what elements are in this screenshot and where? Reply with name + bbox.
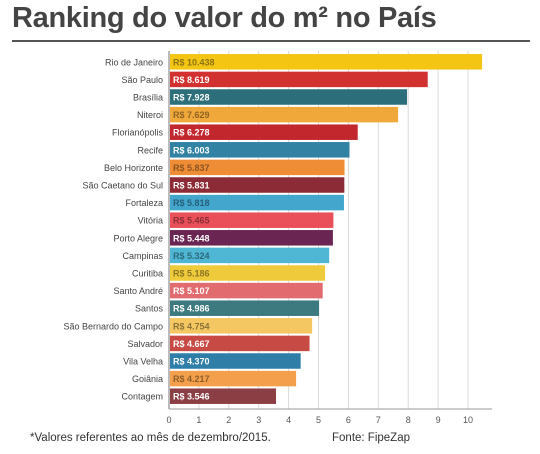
category-label: Campinas	[122, 251, 163, 261]
category-label: Recife	[137, 145, 163, 155]
category-label: Rio de Janeiro	[105, 57, 163, 67]
bar	[170, 89, 408, 105]
value-label: R$ 6.003	[173, 145, 210, 155]
x-tick-label: 4	[286, 415, 291, 425]
value-label: R$ 4.754	[173, 321, 210, 331]
category-label: Niteroi	[137, 110, 163, 120]
category-label: Vila Velha	[123, 357, 163, 367]
chart-title: Ranking do valor do m² no País	[12, 2, 437, 34]
bar	[170, 370, 297, 387]
bar	[170, 142, 350, 158]
x-tick-label: 1	[196, 415, 201, 425]
category-label: Vitória	[138, 216, 163, 226]
category-label: Curitiba	[132, 269, 163, 279]
value-label: R$ 5.448	[173, 233, 210, 243]
value-label: R$ 5.837	[173, 163, 210, 173]
category-label: Brasília	[133, 93, 163, 103]
bar	[170, 106, 399, 123]
value-label: R$ 6.278	[173, 128, 210, 138]
value-label: R$ 10.438	[173, 57, 215, 67]
value-label: R$ 4.986	[173, 304, 210, 314]
value-label: R$ 5.818	[173, 198, 210, 208]
category-label: Salvador	[127, 339, 163, 349]
bar	[170, 247, 330, 264]
bar	[170, 353, 301, 369]
category-label: Santos	[135, 304, 164, 314]
category-label: Santo André	[113, 286, 163, 296]
bar	[170, 124, 358, 140]
category-label: São Paulo	[121, 75, 163, 85]
title-divider	[12, 40, 530, 42]
bar	[170, 54, 483, 70]
value-label: R$ 4.667	[173, 339, 210, 349]
bar	[170, 318, 313, 334]
value-label: R$ 3.546	[173, 392, 210, 402]
bar	[170, 265, 326, 281]
category-label: Porto Alegre	[113, 233, 163, 243]
x-tick-label: 7	[376, 415, 381, 425]
value-label: R$ 4.217	[173, 374, 210, 384]
bar	[170, 177, 345, 193]
bar	[170, 212, 334, 228]
category-label: Fortaleza	[125, 198, 163, 208]
category-label: Belo Horizonte	[104, 163, 163, 173]
value-label: R$ 7.928	[173, 93, 210, 103]
source-note: Fonte: FipeZap	[332, 432, 410, 444]
x-tick-label: 5	[316, 415, 321, 425]
value-label: R$ 5.107	[173, 286, 210, 296]
x-tick-label: 9	[436, 415, 441, 425]
x-tick-label: 0	[166, 415, 171, 425]
bar	[170, 230, 333, 246]
value-label: R$ 5.324	[173, 251, 210, 261]
value-label: R$ 4.370	[173, 357, 210, 367]
x-tick-label: 3	[256, 415, 261, 425]
value-label: R$ 5.465	[173, 216, 210, 226]
value-label: R$ 5.831	[173, 181, 210, 191]
bar	[170, 300, 320, 316]
value-label: R$ 7.629	[173, 110, 210, 120]
category-label: Goiânia	[132, 374, 163, 384]
value-label: R$ 8.619	[173, 75, 210, 85]
bar	[170, 159, 345, 176]
bar	[170, 71, 428, 88]
bar	[170, 282, 323, 299]
value-label: R$ 5.186	[173, 269, 210, 279]
x-tick-label: 2	[226, 415, 231, 425]
category-label: Florianópolis	[112, 128, 164, 138]
category-label: São Caetano do Sul	[82, 181, 163, 191]
category-label: São Bernardo do Campo	[63, 321, 163, 331]
bar-chart: 0 1 2 3 4 5 6 7 8 9 10 Rio de Janeiro R$ 10.438 São P…	[63, 51, 492, 425]
bar	[170, 388, 277, 404]
footnote: *Valores referentes ao mês de dezembro/2…	[30, 432, 271, 444]
x-tick-label: 8	[406, 415, 411, 425]
x-tick-label: 10	[463, 415, 473, 425]
bar	[170, 194, 344, 211]
x-tick-label: 6	[346, 415, 351, 425]
bar	[170, 335, 310, 352]
category-label: Contagem	[121, 392, 163, 402]
